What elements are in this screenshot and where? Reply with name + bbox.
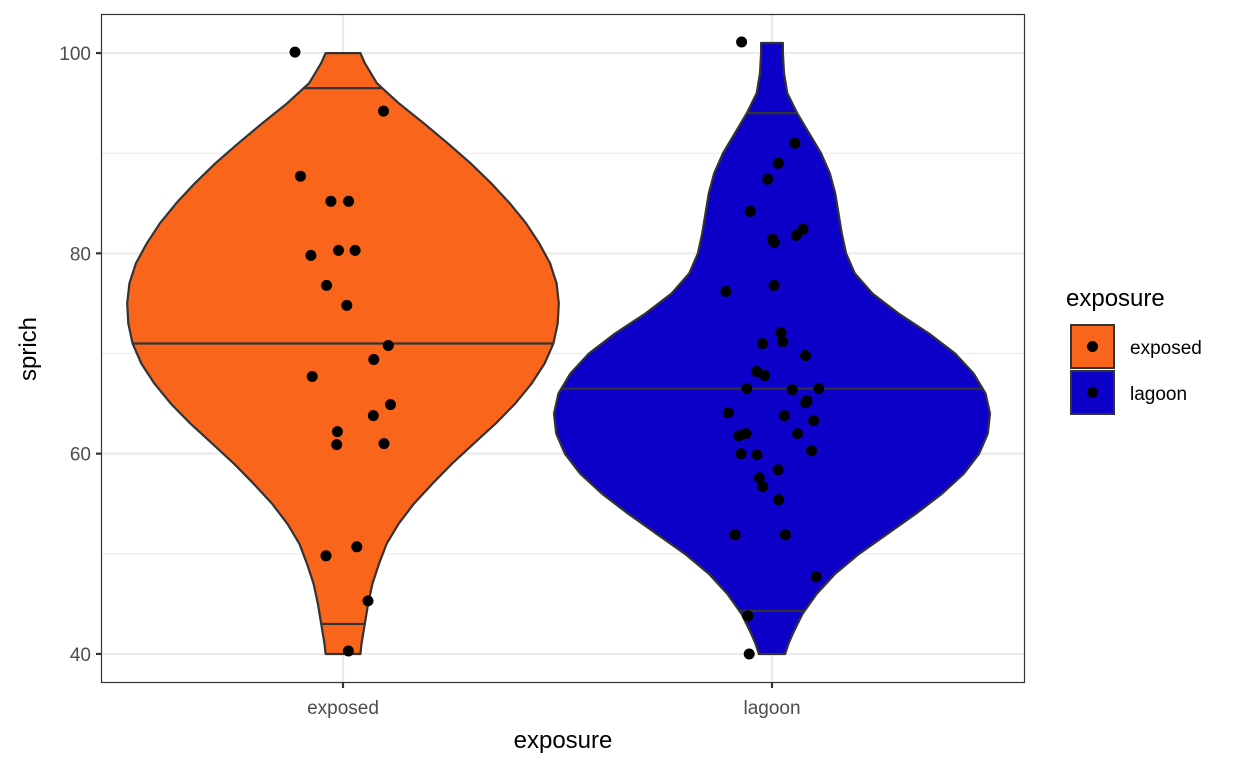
data-point-exposed — [320, 550, 332, 562]
data-point-lagoon — [768, 279, 780, 291]
data-point-lagoon — [800, 350, 811, 361]
data-point-lagoon — [741, 383, 753, 395]
data-point-exposed — [341, 299, 353, 311]
data-point-exposed — [325, 195, 337, 207]
data-point-lagoon — [744, 205, 756, 217]
data-point-exposed — [351, 541, 363, 553]
data-point-lagoon — [778, 410, 790, 422]
data-point-exposed — [367, 410, 379, 422]
data-point-lagoon — [772, 464, 784, 476]
data-point-exposed — [305, 249, 317, 261]
data-point-lagoon — [779, 529, 791, 541]
legend-key-point — [1087, 341, 1098, 352]
data-point-exposed — [321, 279, 333, 291]
x-axis-title: exposure — [514, 727, 613, 754]
x-tick-label: lagoon — [743, 698, 800, 719]
data-point-exposed — [289, 46, 301, 58]
data-point-lagoon — [786, 384, 798, 396]
data-point-lagoon — [775, 327, 787, 338]
y-axis-title: sprich — [15, 317, 42, 381]
data-point-lagoon — [808, 415, 820, 427]
data-point-lagoon — [800, 397, 812, 409]
data-point-lagoon — [729, 529, 741, 541]
data-point-lagoon — [753, 472, 765, 484]
data-point-lagoon — [735, 448, 747, 460]
y-tick-label: 100 — [59, 44, 91, 65]
data-point-lagoon — [806, 445, 817, 457]
data-point-lagoon — [810, 571, 822, 583]
data-point-lagoon — [757, 481, 769, 493]
data-point-exposed — [378, 105, 389, 117]
data-point-exposed — [333, 244, 344, 256]
data-point-lagoon — [720, 285, 732, 297]
panel-border — [100, 13, 1026, 684]
data-point-exposed — [382, 340, 394, 351]
data-point-lagoon — [733, 430, 745, 442]
data-point-exposed — [306, 371, 318, 382]
data-point-lagoon — [743, 648, 755, 660]
data-point-lagoon — [762, 173, 774, 185]
data-point-lagoon — [813, 383, 825, 395]
point-layer — [289, 36, 825, 660]
data-point-lagoon — [751, 449, 763, 461]
legend-key-lagoon — [1070, 370, 1115, 415]
data-point-exposed — [342, 645, 354, 657]
violin-lagoon — [552, 41, 992, 656]
data-point-lagoon — [757, 338, 768, 349]
data-point-lagoon — [790, 229, 802, 241]
data-point-exposed — [378, 438, 390, 450]
violin-exposed — [126, 52, 560, 656]
x-tick-label: exposed — [307, 698, 379, 719]
data-point-exposed — [331, 426, 343, 438]
data-point-lagoon — [759, 370, 771, 381]
data-point-lagoon — [777, 336, 789, 347]
data-point-lagoon — [772, 157, 784, 169]
data-point-exposed — [362, 595, 374, 607]
y-tick-label: 40 — [70, 645, 91, 666]
data-point-exposed — [295, 170, 306, 182]
data-point-exposed — [368, 354, 380, 365]
data-point-lagoon — [742, 610, 754, 622]
data-point-lagoon — [736, 36, 748, 48]
data-point-lagoon — [789, 137, 801, 149]
legend-label-exposed: exposed — [1130, 338, 1202, 359]
data-point-lagoon — [773, 494, 785, 506]
y-tick-label: 80 — [70, 244, 91, 265]
data-point-lagoon — [722, 407, 734, 419]
violin-layer — [126, 41, 992, 656]
data-point-exposed — [343, 195, 355, 207]
axis-layer: 40 60 80 100 exposed lagoon — [59, 44, 800, 719]
data-point-exposed — [331, 439, 343, 451]
legend-key-point — [1087, 387, 1098, 398]
data-point-lagoon — [792, 428, 803, 440]
data-point-exposed — [349, 244, 361, 256]
legend: exposure exposed lagoon — [1066, 285, 1202, 415]
legend-label-lagoon: lagoon — [1130, 384, 1187, 405]
legend-title: exposure — [1066, 285, 1165, 312]
y-tick-label: 60 — [70, 445, 91, 466]
data-point-lagoon — [768, 236, 780, 248]
data-point-exposed — [385, 399, 396, 411]
